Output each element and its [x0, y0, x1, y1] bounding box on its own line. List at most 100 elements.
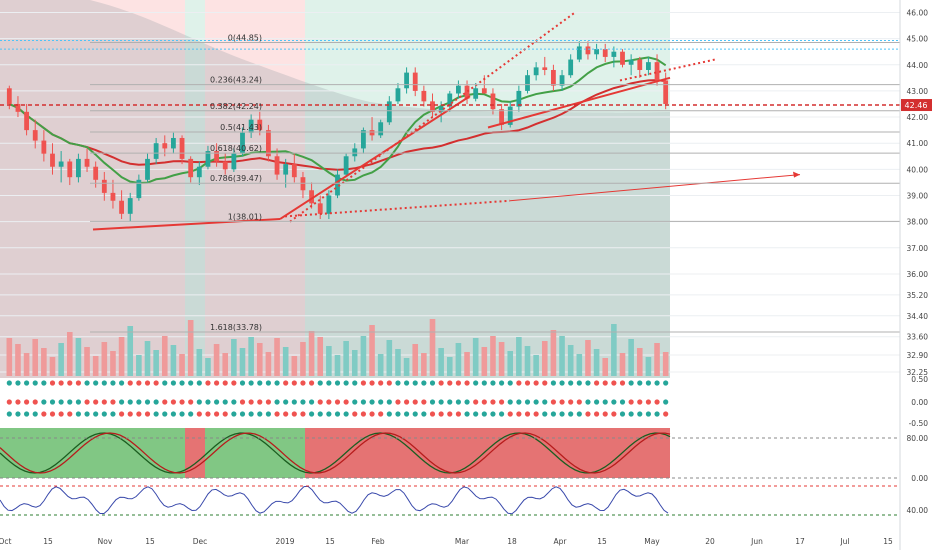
- volume-bar: [49, 357, 56, 376]
- signal-dot: [481, 411, 487, 417]
- signal-dot: [222, 399, 228, 405]
- signal-dot: [447, 399, 453, 405]
- candle-body: [335, 174, 340, 196]
- volume-bar: [153, 350, 159, 376]
- signal-dot: [205, 411, 211, 417]
- fib-level-label: 0(44.85): [228, 34, 262, 43]
- signal-dot: [84, 380, 90, 386]
- signal-dot: [144, 399, 151, 405]
- signal-dot: [317, 411, 323, 417]
- signal-dot: [93, 399, 99, 405]
- signal-dot: [239, 380, 246, 386]
- candle-body: [15, 103, 21, 112]
- signal-dot: [231, 399, 237, 405]
- stoch-tick-label: 80.00: [907, 434, 929, 443]
- signal-dot: [447, 380, 453, 386]
- candle-body: [646, 62, 651, 70]
- signal-dot: [67, 399, 73, 405]
- volume-bar: [343, 341, 349, 376]
- signal-dot: [542, 399, 548, 405]
- signal-dot: [308, 411, 315, 417]
- candle-body: [84, 158, 90, 167]
- candle-body: [654, 62, 660, 81]
- signal-dot: [23, 399, 30, 405]
- volume-bar: [611, 324, 617, 376]
- signal-dot: [412, 411, 418, 417]
- signal-dot: [239, 411, 246, 417]
- signal-dot: [360, 411, 367, 417]
- volume-bar: [498, 342, 505, 376]
- time-tick-label: 15: [883, 537, 893, 546]
- signal-dot: [369, 411, 375, 417]
- volume-bar: [386, 340, 393, 376]
- signal-dot: [602, 411, 608, 417]
- stoch-zone-red-1: [185, 428, 205, 478]
- signal-dot: [507, 411, 513, 417]
- candle-body: [499, 109, 504, 125]
- volume-bar: [101, 342, 108, 376]
- volume-bar: [567, 345, 574, 376]
- candle-body: [188, 158, 194, 178]
- price-tick-label: 40.00: [907, 165, 929, 174]
- candle-body: [6, 88, 12, 104]
- volume-bar: [369, 325, 375, 376]
- volume-bar: [628, 339, 634, 376]
- candle-body: [516, 90, 522, 107]
- signal-dot: [490, 411, 496, 417]
- signal-dot: [317, 380, 323, 386]
- signal-dot: [464, 411, 470, 417]
- signal-dot: [645, 411, 652, 417]
- signal-dot: [101, 380, 107, 386]
- signal-dot: [559, 380, 565, 386]
- signal-dot: [533, 411, 539, 417]
- signal-dot: [637, 399, 643, 405]
- price-tick-label: 46.00: [907, 8, 929, 17]
- candle-body: [386, 101, 392, 123]
- volume-bar: [429, 319, 436, 376]
- volume-bar: [602, 358, 609, 376]
- candle-body: [343, 156, 349, 175]
- signal-dot: [559, 399, 565, 405]
- signal-dot: [15, 399, 21, 405]
- candle-body: [266, 130, 271, 157]
- stoch-zone-green-2: [205, 428, 305, 478]
- signal-dot: [369, 399, 375, 405]
- candle-body: [240, 132, 245, 154]
- signal-dot: [421, 380, 427, 386]
- price-tick-label: 32.25: [907, 368, 929, 377]
- signal-dot: [516, 411, 522, 417]
- signal-dot: [144, 411, 151, 417]
- candle-body: [507, 106, 513, 125]
- signal-dot: [136, 411, 142, 417]
- volume-bar: [619, 353, 626, 376]
- fib-level-label: 0.786(39.47): [210, 174, 262, 183]
- volume-bar: [593, 349, 600, 376]
- signal-dot: [542, 411, 548, 417]
- signal-dot: [222, 411, 228, 417]
- signal-dot: [438, 380, 444, 386]
- signal-dot: [429, 399, 436, 405]
- volume-bar: [662, 352, 669, 376]
- time-tick-label: 17: [795, 537, 805, 546]
- volume-bar: [516, 337, 522, 376]
- volume-bar: [84, 347, 90, 376]
- signal-dot: [308, 380, 315, 386]
- signal-dot: [585, 380, 591, 386]
- volume-bar: [636, 348, 643, 376]
- time-tick-label: Mar: [455, 537, 470, 546]
- volume-bar: [118, 337, 125, 376]
- signal-dot: [438, 411, 444, 417]
- signal-dot: [378, 380, 384, 386]
- signal-dot: [507, 399, 513, 405]
- signal-dot: [239, 399, 246, 405]
- zone-bearish-2: [205, 0, 305, 378]
- price-tick-label: 38.00: [907, 218, 929, 227]
- volume-bar: [179, 354, 185, 376]
- signal-dot: [257, 380, 263, 386]
- signal-dot: [153, 411, 159, 417]
- macd-tick-label: 0.00: [911, 398, 928, 407]
- volume-bar: [360, 336, 367, 376]
- candle-body: [119, 200, 124, 214]
